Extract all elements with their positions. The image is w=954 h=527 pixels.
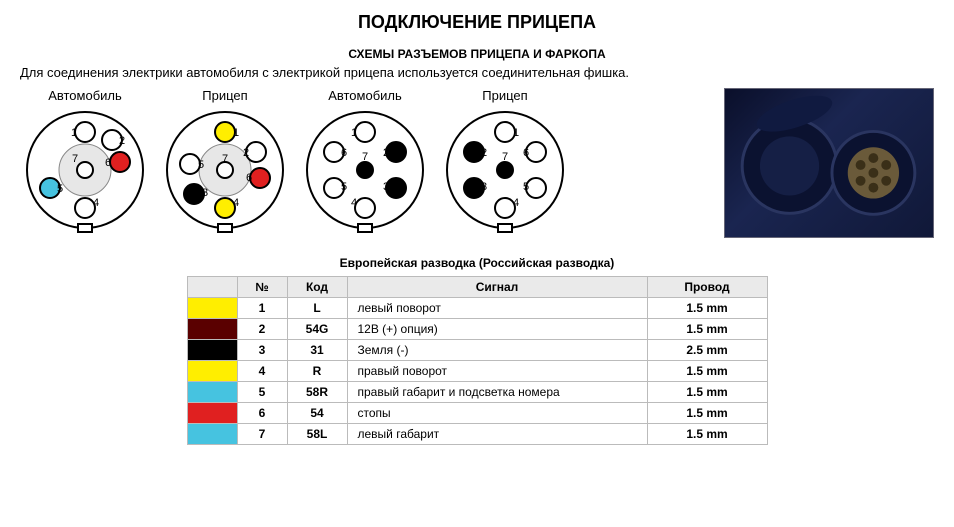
color-swatch (187, 403, 237, 424)
col-signal: Сигнал (347, 277, 647, 298)
cell-code: R (287, 361, 347, 382)
svg-text:5: 5 (523, 181, 529, 193)
cell-signal: правый поворот (347, 361, 647, 382)
connector-diagram: Автомобиль 1 2 6 3 54 7 (300, 88, 430, 238)
col-code: Код (287, 277, 347, 298)
cell-signal: левый поворот (347, 298, 647, 319)
table-title: Европейская разводка (Российская разводк… (20, 256, 934, 270)
cell-num: 7 (237, 424, 287, 445)
cell-wire: 2.5 mm (647, 340, 767, 361)
subtitle: СХЕМЫ РАЗЪЕМОВ ПРИЦЕПА И ФАРКОПА (20, 47, 934, 61)
cell-code: 54 (287, 403, 347, 424)
cell-wire: 1.5 mm (647, 382, 767, 403)
svg-text:4: 4 (351, 197, 357, 209)
cell-signal: Земля (-) (347, 340, 647, 361)
color-swatch (187, 319, 237, 340)
cell-num: 3 (237, 340, 287, 361)
diagrams-row: Автомобиль165472Прицеп1264357Автомобиль1… (20, 88, 934, 238)
table-row: 4Rправый поворот1.5 mm (187, 361, 767, 382)
col-num: № (237, 277, 287, 298)
svg-text:6: 6 (523, 147, 529, 159)
color-swatch (187, 382, 237, 403)
svg-text:2: 2 (119, 135, 125, 147)
svg-text:6: 6 (246, 172, 252, 184)
table-row: 758Lлевый габарит1.5 mm (187, 424, 767, 445)
cell-signal: правый габарит и подсветка номера (347, 382, 647, 403)
cell-code: 54G (287, 319, 347, 340)
intro-text: Для соединения электрики автомобиля с эл… (20, 65, 934, 80)
cell-code: 58R (287, 382, 347, 403)
svg-text:4: 4 (93, 197, 99, 209)
cell-num: 6 (237, 403, 287, 424)
cell-wire: 1.5 mm (647, 319, 767, 340)
svg-text:1: 1 (513, 127, 519, 139)
svg-text:2: 2 (481, 147, 487, 159)
cell-code: L (287, 298, 347, 319)
col-swatch (187, 277, 237, 298)
cell-wire: 1.5 mm (647, 403, 767, 424)
cell-wire: 1.5 mm (647, 361, 767, 382)
cell-signal: стопы (347, 403, 647, 424)
color-swatch (187, 361, 237, 382)
svg-text:3: 3 (202, 187, 208, 199)
cell-wire: 1.5 mm (647, 424, 767, 445)
svg-text:5: 5 (198, 159, 204, 171)
svg-text:6: 6 (341, 147, 347, 159)
color-swatch (187, 298, 237, 319)
table-row: 254G12В (+) опция)1.5 mm (187, 319, 767, 340)
cell-wire: 1.5 mm (647, 298, 767, 319)
cell-num: 2 (237, 319, 287, 340)
pinout-table: № Код Сигнал Провод 1Lлевый поворот1.5 m… (187, 276, 768, 445)
svg-text:1: 1 (351, 127, 357, 139)
connector-label: Прицеп (202, 88, 247, 106)
cell-code: 58L (287, 424, 347, 445)
svg-text:1: 1 (71, 127, 77, 139)
connector-diagram: Прицеп 12 6 4 3 5 7 (160, 88, 290, 238)
svg-text:5: 5 (57, 183, 63, 195)
connector-label: Автомобиль (328, 88, 402, 106)
cell-num: 1 (237, 298, 287, 319)
table-row: 558Rправый габарит и подсветка номера1.5… (187, 382, 767, 403)
svg-text:7: 7 (502, 151, 508, 163)
svg-text:5: 5 (341, 181, 347, 193)
svg-text:2: 2 (243, 147, 249, 159)
svg-text:4: 4 (513, 197, 519, 209)
table-row: 1Lлевый поворот1.5 mm (187, 298, 767, 319)
svg-text:7: 7 (222, 153, 228, 165)
svg-text:3: 3 (481, 181, 487, 193)
cell-num: 5 (237, 382, 287, 403)
color-swatch (187, 424, 237, 445)
page-title: ПОДКЛЮЧЕНИЕ ПРИЦЕПА (20, 12, 934, 33)
table-row: 654стопы1.5 mm (187, 403, 767, 424)
connector-photo (724, 88, 934, 238)
svg-text:3: 3 (383, 181, 389, 193)
svg-text:7: 7 (72, 153, 78, 165)
cell-num: 4 (237, 361, 287, 382)
col-wire: Провод (647, 277, 767, 298)
svg-text:7: 7 (362, 151, 368, 163)
svg-text:2: 2 (383, 147, 389, 159)
svg-text:4: 4 (233, 197, 239, 209)
connector-label: Прицеп (482, 88, 527, 106)
svg-text:6: 6 (105, 157, 111, 169)
connector-label: Автомобиль (48, 88, 122, 106)
cell-signal: 12В (+) опция) (347, 319, 647, 340)
connector-diagram: Автомобиль 1 6 5 4 7 2 (20, 88, 150, 238)
connector-diagram: Прицеп 16 2 5 3 4 7 (440, 88, 570, 238)
cell-signal: левый габарит (347, 424, 647, 445)
cell-code: 31 (287, 340, 347, 361)
color-swatch (187, 340, 237, 361)
table-row: 331Земля (-)2.5 mm (187, 340, 767, 361)
svg-text:1: 1 (233, 127, 239, 139)
